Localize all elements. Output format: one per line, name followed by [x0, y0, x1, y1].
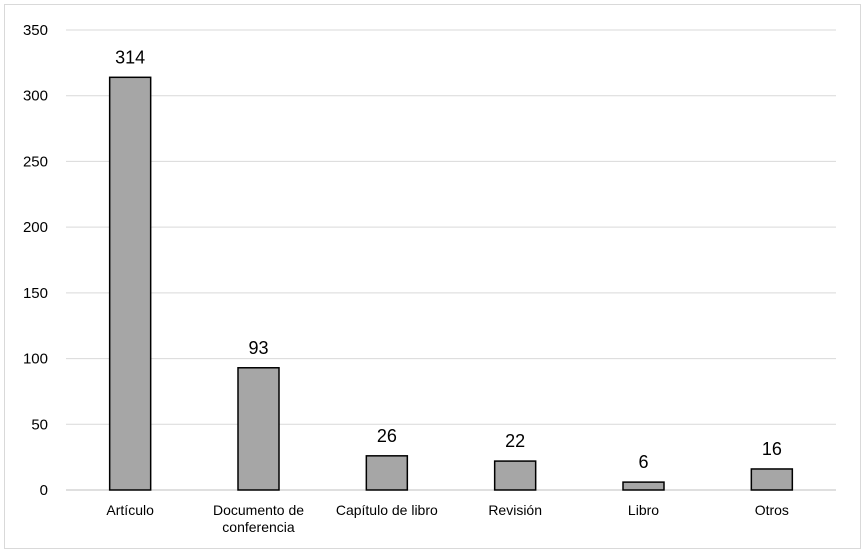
y-tick-label: 300 — [23, 88, 48, 105]
y-tick-label: 250 — [23, 153, 48, 170]
category-label: Artículo — [106, 502, 154, 518]
category-label: Otros — [755, 502, 789, 518]
data-label: 93 — [248, 338, 268, 358]
bar — [750, 468, 794, 491]
data-label: 22 — [505, 431, 525, 451]
data-label: 26 — [377, 426, 397, 446]
category-label: conferencia — [222, 519, 295, 535]
category-label: Revisión — [488, 502, 542, 518]
y-tick-label: 200 — [23, 219, 48, 236]
category-label: Documento de — [213, 502, 304, 518]
y-tick-label: 100 — [23, 351, 48, 368]
y-tick-label: 350 — [23, 22, 48, 39]
bar — [493, 460, 537, 491]
bar — [365, 455, 409, 491]
data-label: 16 — [762, 439, 782, 459]
bar — [622, 481, 665, 491]
bar — [108, 76, 152, 491]
y-tick-label: 150 — [23, 285, 48, 302]
y-tick-label: 0 — [40, 482, 48, 499]
data-label: 314 — [115, 47, 145, 67]
y-tick-label: 50 — [31, 416, 48, 433]
category-label: Capítulo de libro — [336, 502, 438, 518]
bar — [237, 367, 280, 491]
data-label: 6 — [638, 452, 648, 472]
category-label: Libro — [628, 502, 659, 518]
